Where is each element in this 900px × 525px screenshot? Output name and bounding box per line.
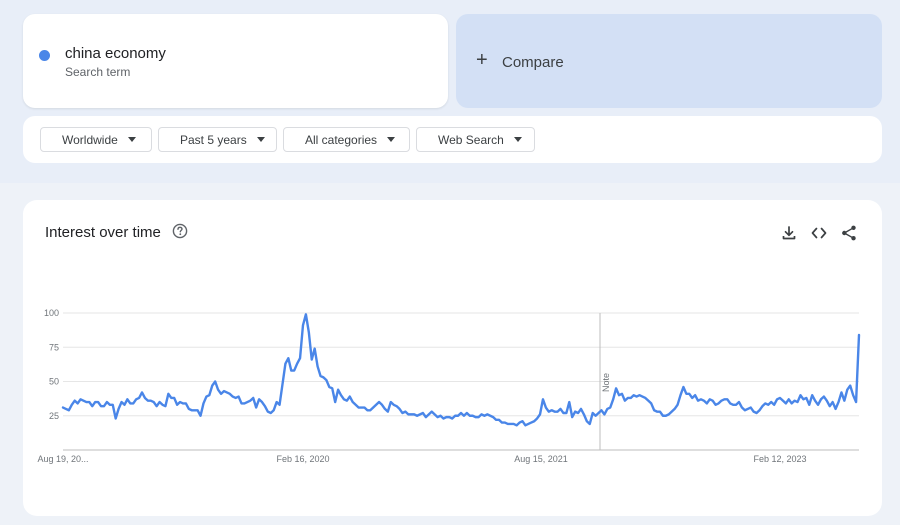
chevron-down-icon bbox=[127, 137, 136, 142]
series-color-dot bbox=[39, 50, 50, 61]
search-term-name[interactable]: china economy bbox=[65, 45, 166, 62]
region-filter-label: Worldwide bbox=[62, 132, 118, 147]
category-filter-label: All categories bbox=[305, 132, 378, 147]
x-tick-label: Aug 19, 20... bbox=[37, 454, 88, 464]
compare-label: Compare bbox=[502, 54, 564, 71]
help-circle-icon[interactable] bbox=[172, 223, 188, 239]
interest-over-time-panel: Interest over time 100 75 50 25 Note Aug 19, … bbox=[23, 200, 882, 516]
download-icon[interactable] bbox=[780, 224, 798, 242]
series-line[interactable] bbox=[61, 313, 861, 427]
region-filter[interactable]: Worldwide bbox=[40, 127, 152, 152]
y-tick-label: 25 bbox=[49, 411, 59, 421]
search-type-filter[interactable]: Web Search bbox=[416, 127, 535, 152]
x-tick-label: Aug 15, 2021 bbox=[514, 454, 568, 464]
time-range-filter-label: Past 5 years bbox=[180, 132, 247, 147]
panel-title: Interest over time bbox=[45, 224, 161, 241]
category-filter[interactable]: All categories bbox=[283, 127, 410, 152]
y-tick-label: 75 bbox=[49, 342, 59, 352]
time-range-filter[interactable]: Past 5 years bbox=[158, 127, 277, 152]
filter-bar: Worldwide Past 5 years All categories We… bbox=[23, 116, 882, 163]
share-icon[interactable] bbox=[840, 224, 858, 242]
note-label[interactable]: Note bbox=[601, 373, 611, 392]
chevron-down-icon bbox=[256, 137, 265, 142]
embed-code-icon[interactable] bbox=[810, 224, 828, 242]
interest-line-chart: 100 75 50 25 Note Aug 19, 20... Feb 16, 2020 Au… bbox=[37, 308, 861, 464]
search-type-filter-label: Web Search bbox=[438, 132, 504, 147]
chevron-down-icon bbox=[513, 137, 522, 142]
search-term-subtitle: Search term bbox=[65, 65, 131, 79]
x-tick-label: Feb 16, 2020 bbox=[276, 454, 329, 464]
compare-button[interactable]: + Compare bbox=[456, 14, 882, 108]
plus-icon: + bbox=[476, 49, 488, 71]
y-tick-label: 100 bbox=[44, 308, 59, 318]
y-tick-label: 50 bbox=[49, 377, 59, 387]
search-term-card[interactable]: china economy Search term bbox=[23, 14, 448, 108]
chevron-down-icon bbox=[387, 137, 396, 142]
x-tick-label: Feb 12, 2023 bbox=[753, 454, 806, 464]
